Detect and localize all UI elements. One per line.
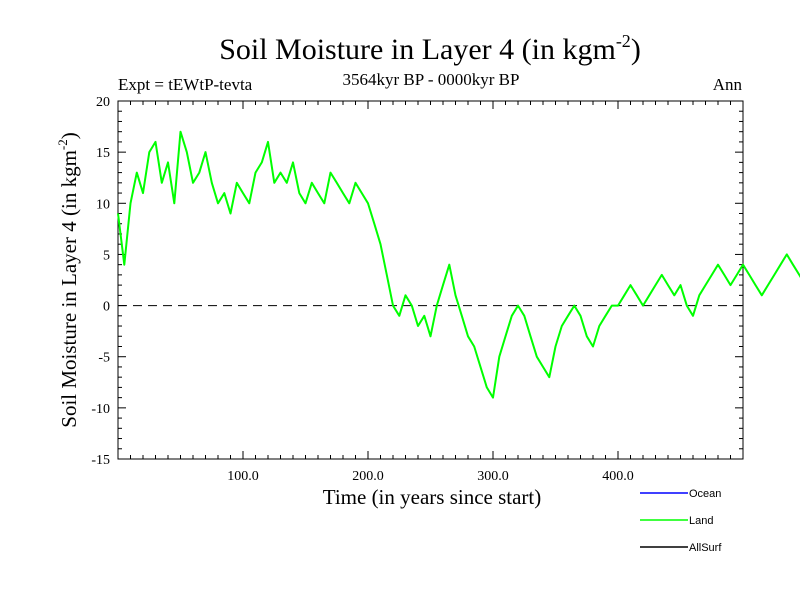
y-tick-label: -15 <box>91 453 110 468</box>
series-layer <box>117 130 800 399</box>
x-tick-label: 100.0 <box>227 469 259 484</box>
x-axis-ticks: 100.0 200.0 300.0 400.0 <box>227 101 634 484</box>
y-tick-label: -5 <box>98 351 110 366</box>
y-axis-label: Soil Moisture in Layer 4 (in kgm-2) <box>55 132 81 427</box>
legend-label-allsurf: AllSurf <box>689 542 722 554</box>
y-tick-label: 5 <box>103 248 110 263</box>
chart-title: Soil Moisture in Layer 4 (in kgm-2) <box>219 31 641 66</box>
y-tick-label: -10 <box>91 402 110 417</box>
y-tick-label: 10 <box>96 197 110 212</box>
x-tick-label: 200.0 <box>352 469 384 484</box>
plot-frame <box>117 100 744 460</box>
subtitle-season: Ann <box>713 75 743 94</box>
legend-label-ocean: Ocean <box>689 488 721 500</box>
legend: Ocean Land AllSurf <box>640 488 722 554</box>
y-tick-label: 0 <box>103 300 110 315</box>
subtitle-experiment: Expt = tEWtP-tevta <box>118 75 253 94</box>
x-tick-label: 300.0 <box>477 469 509 484</box>
y-tick-label: 15 <box>96 146 110 161</box>
x-axis-label: Time (in years since start) <box>323 485 542 509</box>
y-axis-ticks: -15 -10 -5 0 5 10 15 20 <box>91 95 743 468</box>
minor-ticks <box>118 101 743 459</box>
series-line-land <box>117 130 800 399</box>
legend-label-land: Land <box>689 515 713 527</box>
y-tick-label: 20 <box>96 95 110 110</box>
x-tick-label: 400.0 <box>602 469 634 484</box>
subtitle-period: 3564kyr BP - 0000kyr BP <box>343 70 520 89</box>
